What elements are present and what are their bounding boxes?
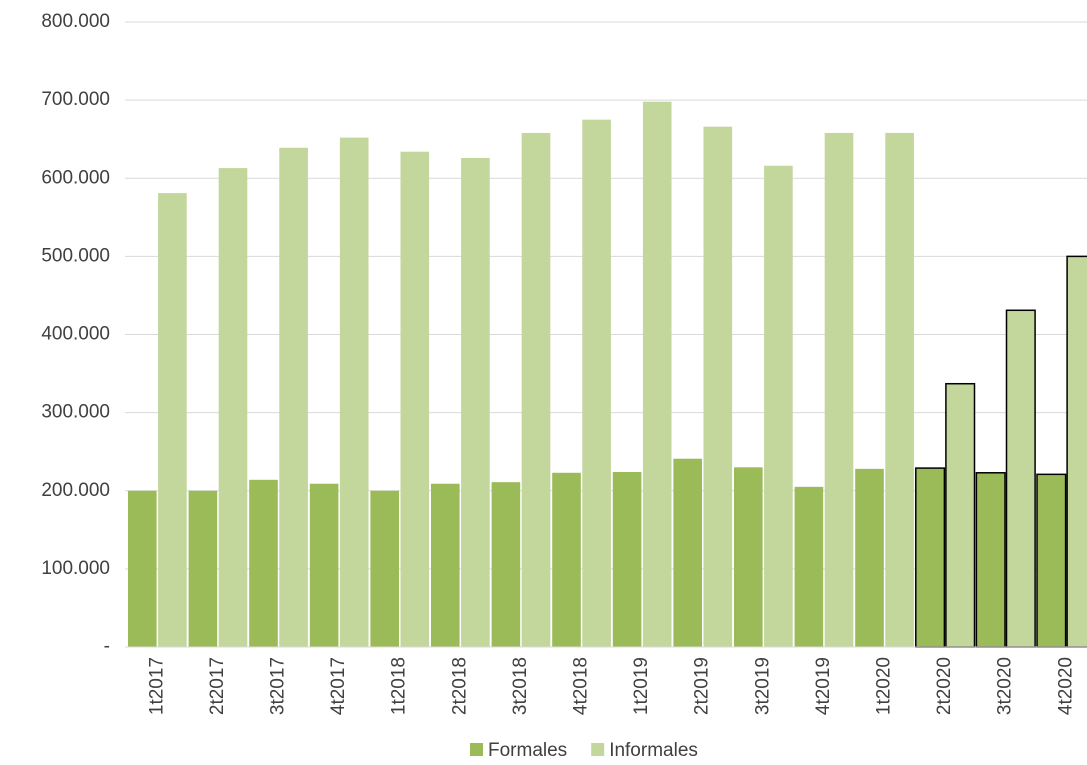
x-tick-label: 2t2018 xyxy=(449,657,470,715)
bar xyxy=(309,483,339,647)
y-tick-label: 800.000 xyxy=(41,11,110,32)
y-tick-label: 500.000 xyxy=(41,245,110,266)
bar xyxy=(158,193,187,647)
legend-swatch xyxy=(591,743,605,756)
x-tick-label: 1t2017 xyxy=(146,657,167,715)
y-tick-label: 600.000 xyxy=(41,167,110,188)
bar xyxy=(612,472,642,647)
bar xyxy=(642,101,672,647)
bar xyxy=(582,119,611,647)
x-tick-label: 1t2019 xyxy=(631,657,652,715)
bar xyxy=(218,168,248,647)
x-tick-label: 3t2020 xyxy=(995,657,1016,715)
bar xyxy=(915,467,946,648)
y-tick-label: 100.000 xyxy=(41,558,110,579)
y-tick-label: - xyxy=(104,636,110,657)
legend-label: Formales xyxy=(488,740,567,761)
legend-label: Informales xyxy=(609,740,698,761)
bar xyxy=(1036,473,1067,648)
x-tick-label: 4t2020 xyxy=(1055,657,1076,715)
bar xyxy=(128,490,157,647)
bar xyxy=(855,468,884,647)
bar xyxy=(703,126,733,647)
x-tick-label: 3t2019 xyxy=(752,657,773,715)
x-tick-label: 1t2020 xyxy=(874,657,895,715)
x-tick-label: 4t2018 xyxy=(571,657,592,715)
bar xyxy=(764,165,793,647)
y-tick-label: 400.000 xyxy=(41,324,110,345)
bar xyxy=(885,132,914,647)
bar xyxy=(461,157,490,647)
bar xyxy=(1066,255,1087,648)
bar xyxy=(673,458,702,647)
bar xyxy=(794,486,824,647)
x-tick-label: 4t2019 xyxy=(813,657,834,715)
bar xyxy=(188,490,218,647)
y-tick-label: 200.000 xyxy=(41,480,110,501)
x-tick-label: 1t2018 xyxy=(389,657,410,715)
bar xyxy=(975,472,1006,648)
bar xyxy=(734,467,763,647)
bar xyxy=(824,132,854,647)
x-tick-label: 2t2017 xyxy=(207,657,228,715)
x-tick-label: 3t2018 xyxy=(510,657,531,715)
bar xyxy=(945,382,976,648)
x-tick-label: 4t2017 xyxy=(328,657,349,715)
bar xyxy=(521,132,551,647)
bar xyxy=(279,147,308,647)
bar xyxy=(491,482,521,647)
bar xyxy=(370,490,399,647)
bar xyxy=(249,479,278,647)
bar xyxy=(1005,309,1036,648)
bar xyxy=(400,151,430,647)
x-tick-label: 3t2017 xyxy=(268,657,289,715)
bar xyxy=(339,137,369,647)
bar xyxy=(552,472,581,647)
y-tick-label: 300.000 xyxy=(41,402,110,423)
x-tick-label: 2t2019 xyxy=(692,657,713,715)
bar xyxy=(431,483,460,647)
legend-swatch xyxy=(470,743,483,756)
x-tick-label: 2t2020 xyxy=(934,657,955,715)
y-tick-label: 700.000 xyxy=(41,89,110,110)
